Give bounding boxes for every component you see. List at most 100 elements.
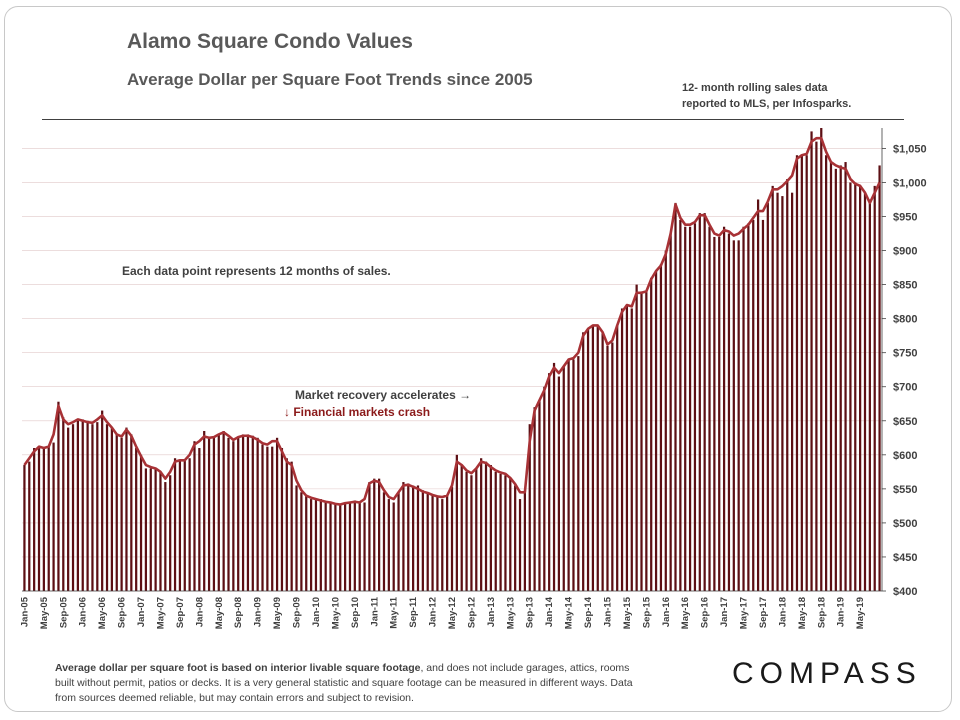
bar [37, 446, 41, 591]
x-tick-label: May-08 [214, 597, 225, 629]
bar [727, 233, 731, 592]
bar [732, 240, 735, 591]
x-tick-label: Jan-14 [544, 596, 555, 627]
x-tick-label: Jan-08 [194, 597, 205, 627]
y-tick-label: $600 [893, 450, 917, 462]
bar [548, 373, 551, 591]
x-tick-label: Sep-08 [233, 597, 244, 628]
footnote-text: , and does not include garages, attics, … [55, 662, 633, 704]
bar [96, 422, 99, 591]
bar [625, 305, 629, 591]
bar [348, 502, 352, 591]
bar [790, 192, 794, 591]
bar [436, 495, 439, 591]
bar [703, 213, 706, 591]
bar [825, 155, 828, 591]
x-tick-label: May-05 [39, 596, 50, 629]
bar [52, 442, 55, 591]
bar [450, 486, 454, 591]
bar [407, 483, 410, 591]
bar [815, 141, 818, 591]
crash-annotation: ↓ Financial markets crash [284, 405, 431, 419]
bar [543, 386, 546, 591]
x-tick-label: Jan-10 [311, 597, 322, 627]
trend-line [23, 136, 881, 506]
bar [693, 223, 697, 591]
x-tick-label: May-10 [330, 597, 341, 629]
chart-subtitle: Average Dollar per Square Foot Trends si… [127, 70, 533, 89]
x-tick-label: Sep-17 [758, 597, 769, 628]
x-tick-label: Jan-17 [719, 597, 730, 627]
bar [402, 482, 405, 591]
bar [868, 199, 871, 591]
bar [795, 155, 799, 591]
bar [130, 434, 133, 591]
bar [57, 401, 60, 591]
bar [183, 460, 186, 591]
bar [606, 345, 609, 591]
bar [353, 500, 356, 591]
bar [23, 465, 26, 591]
y-tick-label: $1,050 [893, 143, 927, 155]
bar [859, 185, 862, 591]
bar [572, 359, 575, 591]
x-tick-label: May-14 [564, 596, 575, 629]
bar [164, 482, 167, 591]
bar [441, 499, 444, 591]
bar [771, 185, 774, 591]
x-tick-label: Jan-19 [836, 597, 847, 627]
bar [193, 441, 196, 591]
x-tick-label: Jan-15 [602, 596, 613, 627]
bar [552, 362, 556, 591]
x-tick-label: Sep-14 [583, 596, 594, 628]
x-tick-label: Jan-05 [19, 596, 30, 627]
bar [533, 407, 536, 591]
bar [805, 155, 808, 591]
bar [47, 446, 50, 591]
bar [586, 328, 590, 591]
bar [412, 485, 415, 591]
bar [557, 376, 561, 591]
line-series [23, 136, 881, 506]
bar [698, 213, 701, 591]
bar [611, 342, 614, 591]
bar [577, 356, 580, 591]
bar [120, 437, 123, 591]
bar [538, 400, 541, 591]
bar [203, 430, 206, 591]
bar [684, 226, 687, 591]
bar [679, 219, 682, 591]
x-tick-label: May-09 [272, 597, 283, 629]
bar [470, 475, 473, 591]
bar [460, 465, 463, 591]
bar [67, 427, 70, 591]
x-tick-label: May-18 [797, 597, 808, 629]
bar [849, 182, 852, 591]
bar [475, 468, 478, 591]
bar [280, 448, 284, 591]
x-tick-label: Sep-18 [816, 597, 827, 628]
bar [261, 444, 264, 591]
bar [567, 359, 570, 591]
y-tick-label: $800 [893, 314, 917, 326]
bar [169, 475, 172, 591]
bar [786, 179, 789, 592]
bar [290, 461, 293, 591]
note-line-1: 12- month rolling sales data [682, 82, 828, 94]
y-tick-label: $700 [893, 382, 917, 394]
x-tick-label: Jan-16 [661, 597, 672, 627]
x-tick-label: Jan-11 [369, 596, 380, 626]
bar [800, 155, 803, 591]
chart-title: Alamo Square Condo Values [127, 30, 413, 53]
bar [752, 219, 755, 591]
bar [373, 478, 376, 591]
y-tick-label: $550 [893, 484, 917, 496]
bar [115, 434, 118, 591]
bar [776, 192, 779, 591]
x-tick-label: Jan-09 [253, 597, 264, 627]
bar [275, 437, 279, 591]
bar [139, 454, 143, 591]
bar [518, 499, 522, 591]
y-tick-label: $450 [893, 552, 917, 564]
bar [781, 196, 784, 591]
